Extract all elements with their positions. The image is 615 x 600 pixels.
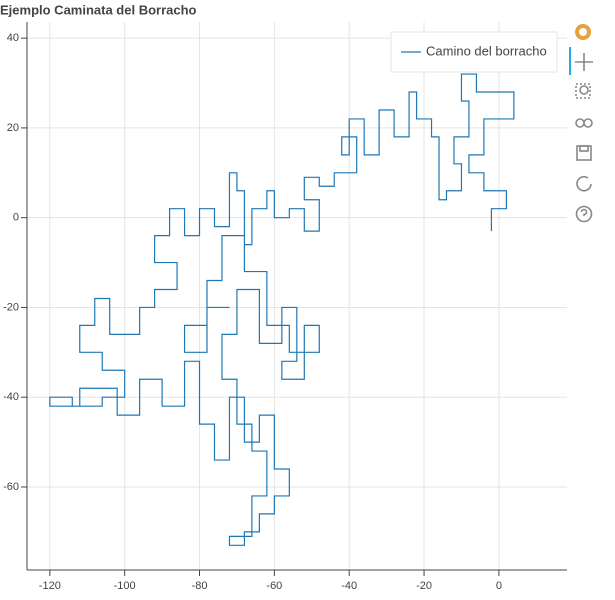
x-tick-label: -80 (192, 580, 208, 592)
y-tick-label: -40 (3, 391, 19, 403)
y-tick-label: 20 (7, 122, 19, 134)
x-tick-label: -40 (341, 580, 357, 592)
save-tool[interactable] (576, 145, 592, 161)
y-tick-label: -60 (3, 481, 19, 493)
wheel-zoom-tool[interactable] (575, 118, 593, 128)
x-tick-label: -60 (266, 580, 282, 592)
pan-tool[interactable] (575, 53, 593, 71)
toolbar (569, 24, 593, 223)
x-tick-label: -120 (39, 580, 61, 592)
legend-label: Camino del borracho (426, 43, 547, 58)
box-zoom-tool[interactable] (575, 83, 591, 99)
grid (27, 22, 567, 570)
x-tick-label: -100 (114, 580, 136, 592)
help-tool[interactable] (575, 205, 593, 223)
y-tick-label: 0 (13, 212, 19, 224)
y-tick-label: -20 (3, 301, 19, 313)
y-tick-label: 40 (7, 32, 19, 44)
walk-line (49, 73, 515, 546)
bokeh-logo[interactable] (575, 24, 591, 40)
x-tick-label: 0 (496, 580, 502, 592)
x-tick-label: -20 (416, 580, 432, 592)
chart-title: Ejemplo Caminata del Borracho (0, 2, 197, 17)
reset-tool[interactable] (576, 175, 592, 192)
